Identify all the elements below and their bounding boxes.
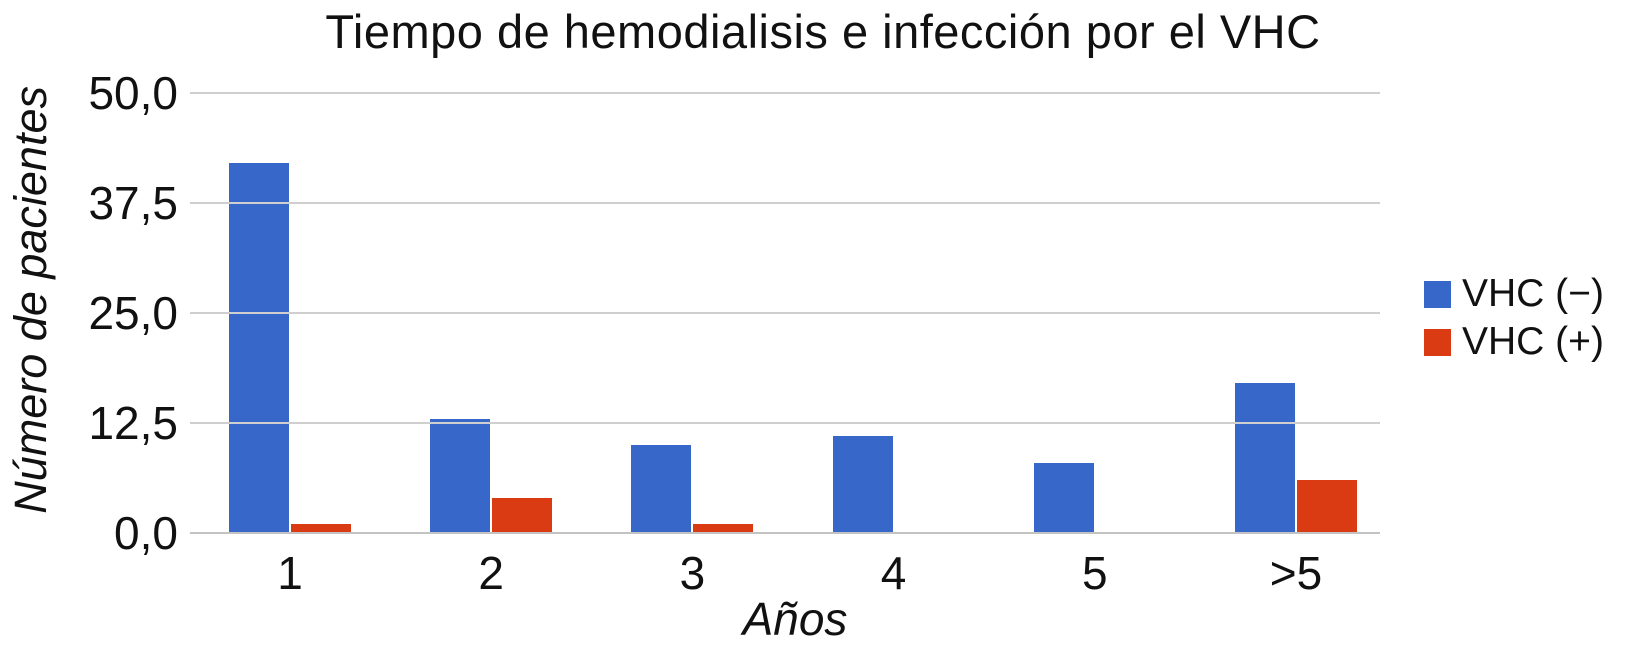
y-tick-label: 50,0 — [88, 67, 178, 119]
x-tick-label-1: 1 — [277, 547, 303, 599]
legend-label: VHC (−) — [1462, 272, 1604, 315]
x-axis-title: Años — [742, 593, 848, 645]
bar-vhc-neg-1 — [229, 163, 289, 533]
y-tick-label: 12,5 — [88, 397, 178, 449]
y-tick-label: 0,0 — [114, 507, 178, 559]
x-tick-label-5: 5 — [1082, 547, 1108, 599]
bar-vhc-neg-3 — [631, 445, 692, 533]
gridline-y-25,0 — [190, 312, 1380, 314]
chart-title: Tiempo de hemodialisis e infección por e… — [325, 5, 1321, 58]
legend-label: VHC (+) — [1462, 320, 1604, 363]
bar-vhc-pos-2 — [492, 497, 553, 533]
gridline-y-50,0 — [190, 92, 1380, 94]
x-tick-label->5: >5 — [1269, 547, 1323, 599]
gridline-y-0,0 — [190, 532, 1380, 534]
legend-swatch-vhc-neg — [1424, 280, 1451, 308]
bar-vhc-pos->5 — [1297, 480, 1357, 533]
x-tick-label-2: 2 — [478, 547, 504, 599]
x-tick-label-4: 4 — [880, 547, 907, 599]
gridline-y-12,5 — [190, 422, 1380, 424]
x-tick-label-3: 3 — [679, 547, 706, 599]
bar-vhc-neg->5 — [1235, 383, 1295, 533]
bar-vhc-pos-1 — [291, 524, 351, 533]
bar-vhc-neg-4 — [832, 436, 893, 533]
gridline-y-37,5 — [190, 202, 1380, 204]
bar-vhc-neg-5 — [1033, 462, 1094, 533]
legend-swatch-vhc-pos — [1424, 328, 1451, 356]
bar-vhc-pos-3 — [693, 524, 754, 533]
legend-item-vhc-pos: VHC (+) — [1424, 320, 1604, 364]
legend-item-vhc-neg: VHC (−) — [1424, 272, 1604, 316]
bar-vhc-neg-2 — [430, 418, 491, 533]
y-tick-label: 25,0 — [88, 287, 178, 339]
y-tick-label: 37,5 — [88, 177, 178, 229]
